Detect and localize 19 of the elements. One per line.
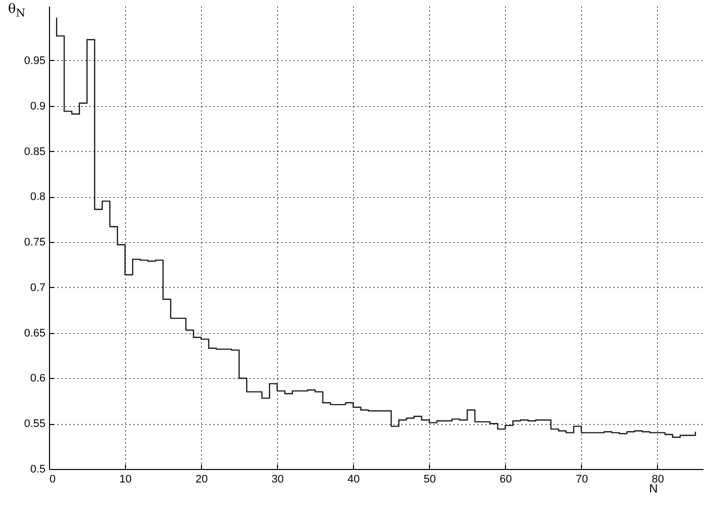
y-tick-label: 0.5 [30, 464, 46, 476]
x-tick-label: 20 [195, 474, 208, 486]
x-tick-label: 60 [500, 474, 512, 486]
x-tick-label: 30 [272, 474, 284, 486]
x-tick-label: 70 [576, 474, 588, 486]
y-tick-label: 0.85 [24, 146, 46, 158]
y-axis-title: θ$_{N}$ [8, 2, 26, 20]
y-tick-label: 0.65 [24, 327, 46, 340]
y-tick-label: 0.8 [30, 191, 46, 204]
x-tick-label: 40 [348, 474, 360, 486]
y-tick-label: 0.9 [30, 100, 46, 112]
y-tick-label: 0.6 [30, 372, 46, 385]
x-tick-label: 50 [424, 474, 436, 486]
y-tick-label: 0.75 [24, 236, 46, 249]
y-tick-label: 0.7 [30, 282, 46, 294]
y-tick-label: 0.55 [24, 418, 46, 430]
y-tick-label: 0.95 [24, 54, 46, 67]
x-tick-label: 0 [50, 474, 56, 486]
x-tick-label: 10 [119, 474, 132, 486]
